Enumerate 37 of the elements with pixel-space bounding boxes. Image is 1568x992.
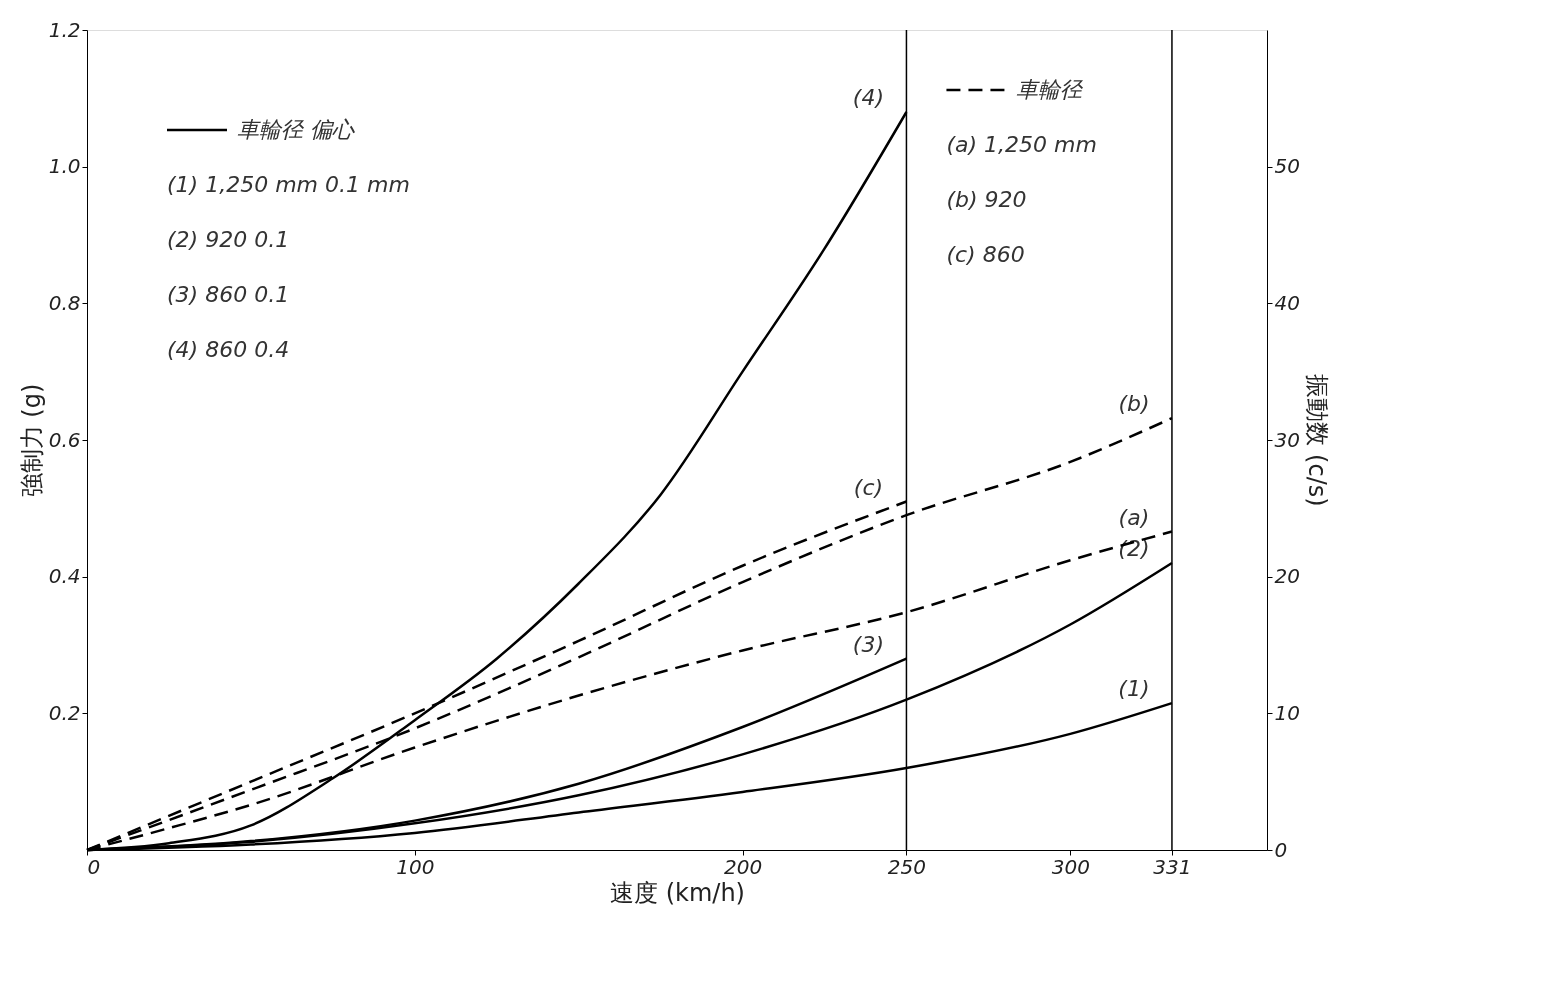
annotation: (b) 920	[946, 187, 1027, 212]
series-label: (c)	[853, 474, 884, 500]
x-tick-label: 200	[723, 854, 763, 879]
annotation: (c) 860	[946, 242, 1025, 267]
series-label: (3)	[852, 631, 885, 657]
y-tick-label: 0.8	[48, 290, 81, 315]
y-axis-title: 強制力 (g)	[17, 383, 46, 498]
y2-tick-label: 10	[1274, 700, 1300, 725]
x-tick-label: 250	[887, 854, 927, 879]
y2-tick-label: 40	[1274, 290, 1300, 315]
annotation: (a) 1,250 mm	[946, 132, 1097, 157]
y-tick-label: 0.2	[48, 700, 81, 725]
series-label: (1)	[1118, 676, 1150, 702]
annotation: (4) 860 0.4	[167, 337, 290, 362]
y-tick-label: 0.4	[48, 564, 81, 589]
y-tick-label: 1.0	[48, 154, 81, 179]
x-tick-label: 100	[396, 854, 435, 879]
y2-tick-label: 30	[1274, 427, 1300, 452]
y2-tick-label: 0	[1274, 837, 1288, 862]
annotation: (2) 920 0.1	[167, 227, 290, 252]
series-label: (a)	[1118, 504, 1150, 530]
y2-tick-label: 20	[1274, 564, 1300, 589]
x-tick-label: 300	[1051, 854, 1090, 879]
x-tick-label: 0	[87, 854, 101, 879]
y2-tick-label: 50	[1274, 154, 1300, 179]
annotation: 車輪径	[1016, 77, 1085, 102]
x-axis-title: 速度 (km/h)	[610, 878, 745, 907]
annotation: (3) 860 0.1	[167, 282, 290, 307]
series-label: (b)	[1118, 391, 1150, 417]
annotation: (1) 1,250 mm 0.1 mm	[167, 172, 410, 197]
y-tick-label: 1.2	[48, 17, 81, 42]
series-label: (4)	[852, 85, 885, 110]
y-tick-label: 0.6	[48, 427, 81, 452]
series-label: (2)	[1118, 536, 1150, 561]
annotation: 車輪径 偏心	[237, 117, 355, 142]
x-tick-label: 331	[1153, 854, 1192, 879]
y2-axis-title: 振動数 (c/s)	[1302, 374, 1331, 507]
